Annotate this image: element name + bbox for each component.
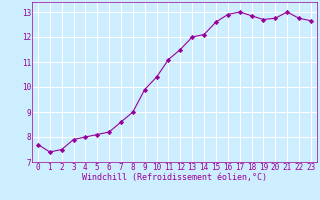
X-axis label: Windchill (Refroidissement éolien,°C): Windchill (Refroidissement éolien,°C) <box>82 173 267 182</box>
